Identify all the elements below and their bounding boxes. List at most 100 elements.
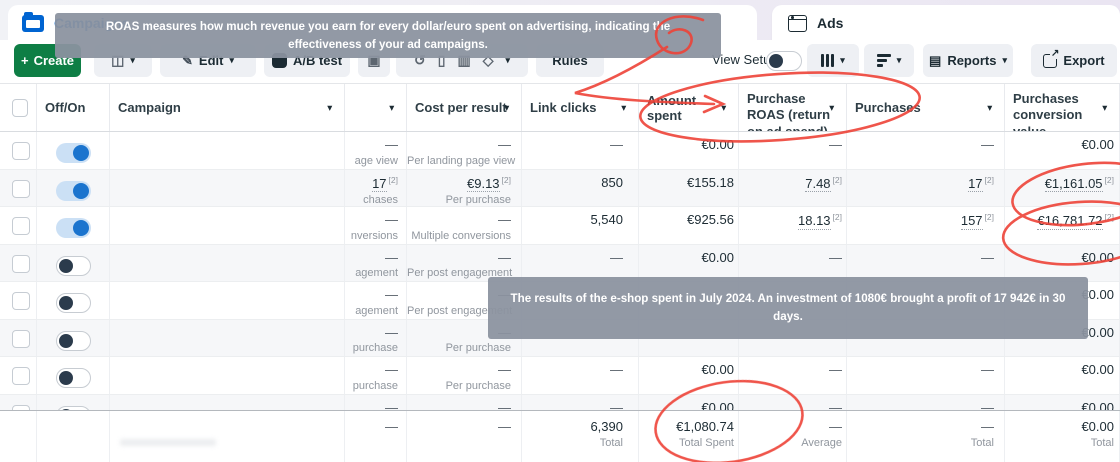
edit-pencil-icon: ✎	[182, 52, 193, 68]
totals-cell-roas: — Average	[739, 411, 847, 462]
columns-button[interactable]: ▾	[807, 44, 859, 77]
breakdown-button[interactable]: ▾	[864, 44, 914, 77]
column-header-amount[interactable]: Amount spent ▾	[639, 84, 739, 131]
campaign-row[interactable]: — age view — Per landing page view — €0.00— — €…	[0, 132, 1120, 170]
column-header-conv[interactable]: Purchases conversion value ▾	[1005, 84, 1120, 131]
campaign-name-cell[interactable]	[110, 207, 345, 244]
campaign-name-cell[interactable]	[110, 282, 345, 319]
campaign-row[interactable]: — agement — Per post engagement — €0.00— — €0.0…	[0, 244, 1120, 282]
totals-cell-cost: —	[407, 411, 522, 462]
blurred-summary-text	[120, 439, 216, 446]
ads-tab[interactable]: Ads	[772, 5, 1120, 41]
chevron-down-icon: ▾	[896, 55, 902, 65]
cell-roas: —	[739, 132, 847, 169]
sort-caret-icon[interactable]: ▾	[504, 102, 509, 112]
cell-amount: €0.00	[639, 394, 739, 410]
cell-links: 5,540	[522, 207, 639, 244]
reports-button[interactable]: ▤ Reports ▾	[923, 44, 1013, 77]
sort-caret-icon[interactable]: ▾	[721, 102, 726, 112]
toggle-knob	[72, 182, 89, 199]
cell-purchases: —	[847, 357, 1005, 394]
cell-links: —	[522, 244, 639, 281]
campaign-name-cell[interactable]	[110, 357, 345, 394]
campaign-toggle[interactable]	[55, 255, 91, 276]
campaign-name-cell[interactable]	[110, 244, 345, 281]
row-checkbox[interactable]	[12, 142, 30, 160]
cell-results: —	[345, 394, 407, 410]
sort-caret-icon[interactable]: ▾	[327, 102, 332, 112]
toggle-cell	[37, 169, 110, 206]
campaign-row[interactable]: — purchase — Per purchase — €0.00— — €0.00	[0, 357, 1120, 395]
campaign-toggle[interactable]	[55, 368, 91, 388]
campaign-name-cell[interactable]	[110, 394, 345, 410]
row-checkbox[interactable]	[12, 179, 30, 198]
row-checkbox[interactable]	[12, 292, 30, 310]
row-checkbox[interactable]	[12, 329, 30, 348]
column-header-results[interactable]: ▾	[345, 84, 407, 131]
column-header-roas[interactable]: Purchase ROAS (return on ad spend) ▾	[739, 84, 847, 131]
export-button[interactable]: Export	[1031, 44, 1117, 77]
delete-icon: ▯	[437, 52, 446, 68]
row-checkbox[interactable]	[12, 254, 30, 273]
totals-cell-links: 6,390 Total	[522, 411, 639, 462]
campaign-row[interactable]: 17 [2] chases €9.13 [2] Per purchase 850 €155.1…	[0, 169, 1120, 207]
cell-amount: €0.00	[639, 244, 739, 281]
cell-purchases: —	[847, 244, 1005, 281]
select-all-checkbox[interactable]	[12, 98, 28, 117]
row-checkbox[interactable]	[12, 404, 30, 410]
campaign-row[interactable]: — — — €0.00— — €0.00	[0, 394, 1120, 410]
totals-row: — —6,390 Total €1,080.74 Total Spent — Average…	[0, 410, 1120, 462]
undo-icon: ↺	[414, 52, 426, 68]
toggle-knob	[58, 296, 73, 310]
row-checkbox[interactable]	[12, 217, 30, 235]
roas-tooltip: ROAS measures how much revenue you earn …	[55, 13, 721, 58]
totals-checkbox-cell	[0, 411, 37, 462]
cell-cost: —Per purchase	[407, 357, 522, 394]
toggle-knob	[58, 333, 73, 348]
cell-amount: €925.56	[639, 207, 739, 244]
sort-caret-icon[interactable]: ▾	[987, 102, 992, 112]
column-header-links[interactable]: Link clicks ▾	[522, 84, 639, 131]
row-checkbox[interactable]	[12, 367, 30, 385]
toggle-cell	[37, 244, 110, 281]
cell-conv: €0.00	[1005, 132, 1120, 169]
cell-conv: €0.00	[1005, 357, 1120, 394]
campaign-name-cell[interactable]	[110, 169, 345, 206]
column-header-cost[interactable]: Cost per result ▾	[407, 84, 522, 131]
campaign-row[interactable]: — nversions — Multiple conversions 5,540 €925…	[0, 207, 1120, 245]
sort-caret-icon[interactable]: ▾	[829, 102, 834, 112]
campaign-toggle[interactable]	[55, 218, 91, 238]
toggle-cell	[37, 394, 110, 410]
sort-caret-icon[interactable]: ▾	[389, 102, 394, 112]
sort-caret-icon[interactable]: ▾	[621, 102, 626, 112]
column-header-purchases[interactable]: Purchases ▾	[847, 84, 1005, 131]
favourite-icon: ◇	[482, 52, 494, 68]
create-button[interactable]: + Create	[14, 44, 81, 77]
campaign-name-cell[interactable]	[110, 132, 345, 169]
breakdown-icon	[876, 54, 891, 67]
cell-cost: —	[407, 394, 522, 410]
column-header-campaign[interactable]: Campaign ▾	[110, 84, 345, 131]
campaign-toggle[interactable]	[55, 293, 91, 313]
cell-cost: — Per landing page view	[407, 132, 522, 169]
sort-caret-icon[interactable]: ▾	[1102, 102, 1107, 112]
cell-conv: €0.00	[1005, 244, 1120, 281]
view-setup-toggle[interactable]	[766, 51, 802, 71]
campaign-name-cell[interactable]	[110, 319, 345, 356]
campaign-toggle[interactable]	[55, 180, 91, 201]
row-checkbox-cell	[0, 357, 37, 394]
campaign-toggle[interactable]	[55, 143, 91, 163]
toggle-cell	[37, 132, 110, 169]
toggle-cell	[37, 282, 110, 319]
cell-conv: €1,161.05 [2]	[1005, 169, 1120, 206]
toggle-knob	[58, 371, 73, 385]
toggle-cell	[37, 357, 110, 394]
row-checkbox-cell	[0, 394, 37, 410]
totals-cell-amount: €1,080.74 Total Spent	[639, 411, 739, 462]
cell-purchases: —	[847, 394, 1005, 410]
campaign-toggle[interactable]	[55, 405, 91, 410]
cell-roas: —	[739, 394, 847, 410]
row-checkbox-cell	[0, 207, 37, 244]
campaign-toggle[interactable]	[55, 330, 91, 351]
toggle-knob	[72, 220, 89, 236]
